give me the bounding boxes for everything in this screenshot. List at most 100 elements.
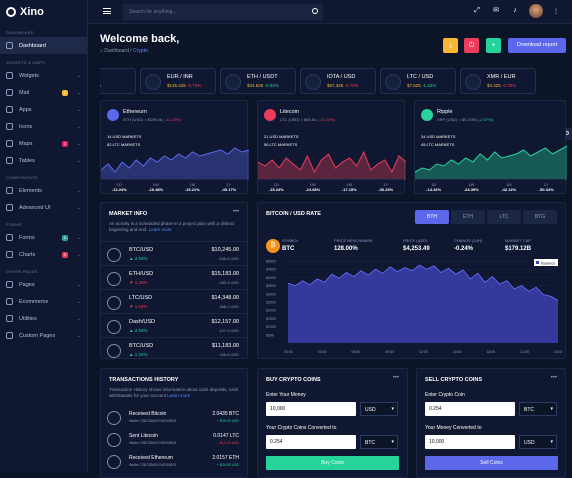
more-icon[interactable]: ⋮ bbox=[553, 9, 559, 15]
arrow-up-icon: ▲ bbox=[129, 256, 135, 261]
download-icon-button[interactable]: ⤓ bbox=[443, 38, 458, 53]
ticker-item[interactable]: XMR / EUR $4.325 -0.70% bbox=[460, 68, 536, 94]
coin-summary-card[interactable]: Ripple XRP (USD) = $0.2195 (-2.97%) 34 USD… bbox=[414, 100, 567, 194]
stat-value: -42.12% bbox=[501, 187, 517, 192]
arrow-down-icon: ▼ bbox=[129, 280, 135, 285]
transaction-name: Received Bitcoin bbox=[129, 411, 167, 417]
tab-eth[interactable]: ETH bbox=[451, 210, 485, 224]
y-tick-label: $5000 bbox=[266, 260, 276, 264]
topbar: Search for anything... ⤢ ✉ ♪ ⋮ bbox=[88, 0, 572, 24]
bell-icon[interactable]: ♪ bbox=[513, 7, 517, 14]
sparkline-area bbox=[415, 146, 567, 180]
sidebar-item-elements[interactable]: Elements ⌄ bbox=[0, 182, 87, 199]
ltc-markets: 45 LTC MARKETS bbox=[421, 142, 455, 147]
ticker-item[interactable]: -0.85% bbox=[100, 68, 136, 94]
sidebar-item-custom-pages[interactable]: Custom Pages ⌄ bbox=[0, 327, 87, 344]
tab-bth[interactable]: BTH bbox=[415, 210, 449, 224]
market-change: ▼ 1.25% bbox=[129, 280, 147, 285]
arrow-down-icon: ▼ bbox=[129, 304, 135, 309]
sidebar-item-label: Mail bbox=[19, 89, 30, 96]
market-volume: 166.8 USD bbox=[219, 352, 239, 357]
ticker-item[interactable]: EUR / INR $135.425 -0.70% bbox=[140, 68, 216, 94]
coin-summary-card[interactable]: Litecoin LTC (USD) = $65.81 (-12.24%) 21 U… bbox=[257, 100, 406, 194]
sidebar-item-utilities[interactable]: Utilities ⌄ bbox=[0, 310, 87, 327]
mail-icon[interactable]: ✉ bbox=[493, 7, 499, 14]
learn-more-link[interactable]: Learn more bbox=[148, 227, 172, 232]
ticker-pair: IOTA / USD bbox=[327, 74, 356, 80]
market-row[interactable]: LTC/USD ▼ 1.04% $14,348.00 368.2 USD bbox=[101, 289, 247, 316]
market-row[interactable]: Dash/USD ▲ 2.04% $12,157.00 127.3 USD bbox=[101, 313, 247, 340]
avatar[interactable] bbox=[529, 4, 543, 18]
fullscreen-icon[interactable]: ⤢ bbox=[474, 7, 480, 14]
sell-crypto-card: SELL CRYPTO COINS ••• Enter Crypto Coin … bbox=[416, 368, 566, 478]
buy-coins-button[interactable]: Buy Coins bbox=[266, 456, 399, 470]
buy-coin-select[interactable]: BTC bbox=[360, 435, 398, 449]
sidebar-item-tables[interactable]: Tables ⌄ bbox=[0, 152, 87, 169]
legend-swatch bbox=[536, 261, 539, 264]
download-report-button[interactable]: Download report bbox=[508, 38, 566, 53]
more-icon[interactable]: ••• bbox=[392, 375, 399, 381]
sell-coin-select[interactable]: BTC bbox=[519, 402, 557, 416]
sidebar-item-charts[interactable]: Charts 5 ⌄ bbox=[0, 246, 87, 263]
breadcrumb-home[interactable]: Dashboard bbox=[104, 48, 129, 54]
ticker-item[interactable]: LTC / USD $7.625 -1.42% bbox=[380, 68, 456, 94]
sidebar-item-ecommerce[interactable]: Ecommerce ⌄ bbox=[0, 293, 87, 310]
sidebar-item-forms[interactable]: Forms 6 ⌄ bbox=[0, 229, 87, 246]
coin-icon bbox=[107, 344, 121, 358]
market-row[interactable]: ETH/USD ▼ 1.25% $15,183.00 283.3 USD bbox=[101, 265, 247, 292]
market-info-card: MARKET INFO ••• An activity is a schedul… bbox=[100, 202, 248, 359]
kpi-value: $4,253.49 bbox=[403, 246, 430, 252]
sell-converted-input[interactable]: 10,000 bbox=[425, 435, 515, 449]
sell-coins-button[interactable]: Sell Coins bbox=[425, 456, 558, 470]
menu-toggle-icon[interactable] bbox=[103, 8, 111, 14]
tab-btg[interactable]: BTG bbox=[523, 210, 557, 224]
stat-value: -24.68% bbox=[305, 187, 321, 192]
breadcrumb-separator: / bbox=[128, 48, 134, 54]
settings-gear-icon[interactable]: ⚙ bbox=[562, 128, 572, 140]
chevron-down-icon: ⌄ bbox=[76, 89, 81, 96]
power-icon-button[interactable]: ⏻ bbox=[464, 38, 479, 53]
add-icon-button[interactable]: + bbox=[486, 38, 501, 53]
home-icon[interactable]: ⌂ bbox=[100, 48, 104, 54]
market-row[interactable]: BTC/USD ▲ 1.04% $11,183.00 166.8 USD bbox=[101, 337, 247, 364]
nav-section-label: COMPONENTS bbox=[6, 175, 38, 180]
sidebar-item-icons[interactable]: Icons ⌄ bbox=[0, 118, 87, 135]
coin-icon bbox=[107, 296, 121, 310]
chevron-down-icon: ⌄ bbox=[76, 332, 81, 339]
market-row[interactable]: BTC/USD ▲ 2.04% $10,245.00 546.6 USD bbox=[101, 241, 247, 268]
transaction-row[interactable]: Received Ethereum Wallet: 33E23DAEYWDX6B0… bbox=[101, 451, 247, 473]
more-icon[interactable]: ••• bbox=[550, 375, 557, 381]
stat-cell: 1Y -30.23% bbox=[368, 180, 405, 193]
transaction-row[interactable]: Received Bitcoin Wallet: 33E23DAEYWDX6B01… bbox=[101, 407, 247, 429]
buy-money-input[interactable]: 10,000 bbox=[266, 402, 356, 416]
ticker-item[interactable]: ETH / USDT $34.625 -0.32% bbox=[220, 68, 296, 94]
buy-converted-input[interactable]: 0.254 bbox=[266, 435, 356, 449]
sidebar-item-widgets[interactable]: Widgets ⌄ bbox=[0, 67, 87, 84]
coin-summary-card[interactable]: Ethereum ETH (USD) = $195.46 (-12.24%) 14 … bbox=[100, 100, 249, 194]
sidebar-item-maps[interactable]: Maps 2 ⌄ bbox=[0, 135, 87, 152]
coin-icon bbox=[107, 320, 121, 334]
sidebar-item-advanced-ui[interactable]: Advanced UI ⌄ bbox=[0, 199, 87, 216]
ticker-price: $67.325 bbox=[327, 83, 344, 88]
search-icon[interactable] bbox=[312, 8, 318, 14]
tab-ltc[interactable]: LTC bbox=[487, 210, 521, 224]
sidebar-item-mail[interactable]: Mail 4 ⌄ bbox=[0, 84, 87, 101]
transaction-usd: + $24.00 USD bbox=[216, 463, 239, 467]
sell-title: SELL CRYPTO COINS bbox=[425, 377, 483, 383]
sidebar-item-pages[interactable]: Pages ⌄ bbox=[0, 276, 87, 293]
stat-period: 1W bbox=[468, 182, 475, 187]
more-icon[interactable]: ••• bbox=[232, 209, 239, 215]
x-tick-label: 15:00 bbox=[453, 350, 462, 354]
sidebar-item-label: Pages bbox=[19, 281, 35, 288]
sidebar-item-dashboard[interactable]: Dashboard bbox=[0, 37, 87, 54]
sell-coin-input[interactable]: 0.254 bbox=[425, 402, 515, 416]
transaction-row[interactable]: Sent Litecoin Wallet: 33E23DAEYWDX6B01 0.0… bbox=[101, 429, 247, 451]
logo[interactable]: Xino bbox=[0, 0, 87, 24]
learn-more-link[interactable]: Learn more bbox=[167, 393, 191, 398]
sidebar-item-apps[interactable]: Apps ⌄ bbox=[0, 101, 87, 118]
sell-currency-select[interactable]: USD bbox=[519, 435, 557, 449]
market-change-value: 1.04% bbox=[134, 304, 148, 309]
ticker-item[interactable]: IOTA / USD $67.325 -0.70% bbox=[300, 68, 376, 94]
search-input[interactable]: Search for anything... bbox=[123, 4, 323, 20]
buy-currency-select[interactable]: USD bbox=[360, 402, 398, 416]
